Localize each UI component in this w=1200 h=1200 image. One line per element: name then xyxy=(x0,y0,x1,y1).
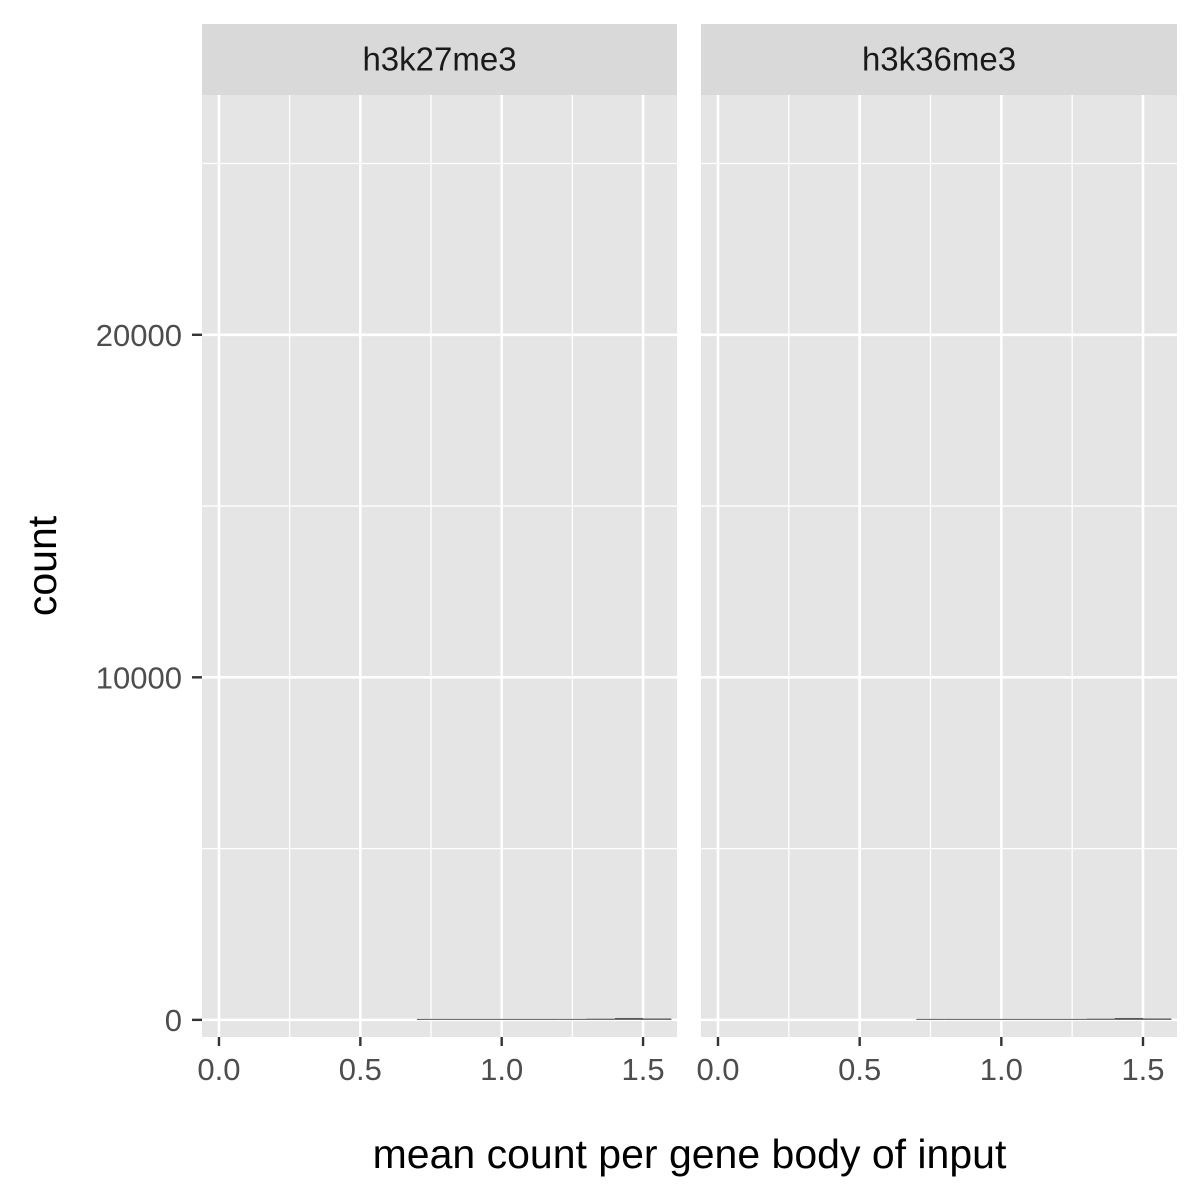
panel-1-x-tick-label: 1.0 xyxy=(480,1052,523,1087)
panel-1-x-tick-label: 0.5 xyxy=(339,1052,382,1087)
panel-1-strip xyxy=(202,24,677,95)
panel-2-histogram-bar xyxy=(1114,1017,1143,1020)
panel-1-histogram-bar xyxy=(614,1017,644,1020)
panel-2-histogram-bar xyxy=(1143,1018,1172,1020)
panel-1-histogram-bar xyxy=(445,1018,474,1020)
panel-1-strip-label: h3k27me3 xyxy=(362,41,516,78)
panel-2-histogram-bar xyxy=(1058,1018,1087,1020)
y-tick-label: 20000 xyxy=(96,318,182,353)
panel-2-histogram-bar xyxy=(916,1018,945,1020)
panel-1-histogram-bar xyxy=(529,1018,559,1020)
panel-1-histogram-bar xyxy=(473,1018,502,1020)
panel-2-x-tick-label: 1.5 xyxy=(1121,1052,1164,1087)
panel-2-x-tick-label: 0.0 xyxy=(696,1052,739,1087)
panel-2-x-tick-label: 0.5 xyxy=(838,1052,881,1087)
y-axis-title: count xyxy=(19,515,65,616)
panel-2-histogram-bar xyxy=(1086,1018,1115,1020)
panel-2-histogram-bar xyxy=(1001,1018,1030,1020)
panel-1-histogram-bar xyxy=(643,1018,672,1020)
panel-1-x-tick-label: 0.0 xyxy=(197,1052,240,1087)
panel-1-histogram-bar xyxy=(586,1018,615,1020)
panel-1-histogram-bar xyxy=(501,1018,530,1020)
panel-2-histogram-bar xyxy=(1029,1018,1058,1020)
panel-1-x-tick-label: 1.5 xyxy=(622,1052,665,1087)
y-tick-label: 0 xyxy=(165,1003,182,1038)
panel-1-histogram-bar xyxy=(558,1018,587,1020)
panel-2-strip-label: h3k36me3 xyxy=(862,41,1016,78)
panel-2-histogram-bar xyxy=(973,1018,1002,1020)
x-axis-title: mean count per gene body of input xyxy=(373,1131,1007,1177)
panel-2-strip xyxy=(701,24,1177,95)
panel-2-background xyxy=(701,95,1177,1037)
panel-1-background xyxy=(202,95,677,1037)
panel-1-histogram-bar xyxy=(416,1018,446,1020)
panel-2-histogram-bar xyxy=(944,1018,973,1020)
panel-2-x-tick-label: 1.0 xyxy=(980,1052,1023,1087)
y-tick-label: 10000 xyxy=(96,660,182,695)
